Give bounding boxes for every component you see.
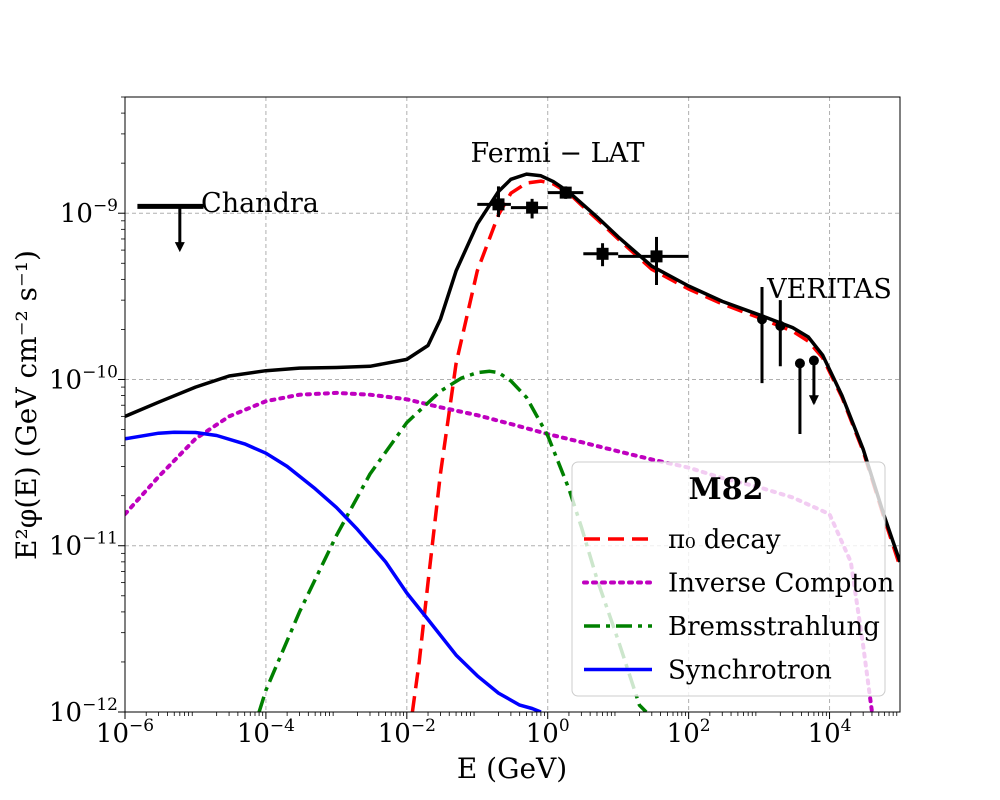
circle-marker	[794, 358, 805, 369]
x-tick-base: 10	[667, 719, 700, 749]
y-tick-base: 10	[49, 532, 82, 562]
y-tick-label: 10−9	[60, 196, 118, 229]
annotation-label: VERITAS	[766, 274, 892, 305]
y-tick-exponent: −9	[93, 196, 118, 216]
x-tick-exponent: −2	[411, 716, 436, 736]
y-tick-exponent: −11	[82, 529, 118, 549]
legend-label: Synchrotron	[668, 656, 832, 686]
x-tick-label: 10−2	[378, 716, 436, 749]
square-marker	[492, 198, 505, 211]
veritas-data-point	[775, 300, 786, 367]
circle-marker	[808, 355, 819, 366]
legend-title: M82	[689, 472, 764, 507]
legend-label: Bremsstrahlung	[668, 612, 880, 642]
veritas-data-point	[794, 358, 805, 434]
legend-label: π₀ decay	[668, 525, 781, 555]
x-tick-exponent: −6	[129, 716, 154, 736]
x-tick-label: 10−4	[237, 716, 295, 749]
x-axis-title: E (GeV)	[457, 752, 567, 785]
x-tick-exponent: 2	[700, 716, 711, 736]
x-tick-exponent: −4	[270, 716, 295, 736]
circle-marker	[775, 320, 786, 331]
y-tick-label: 10−12	[49, 695, 118, 728]
measurement-points	[137, 186, 819, 434]
x-tick-label: 102	[667, 716, 711, 749]
veritas-data-point	[757, 286, 768, 384]
series-line--decay	[410, 179, 900, 712]
fermi-data-point	[547, 186, 584, 199]
annotation-label: Chandra	[201, 188, 319, 219]
chandra-upper-limit	[137, 203, 204, 253]
x-tick-exponent: 4	[841, 716, 852, 736]
series-line-total	[125, 172, 900, 563]
square-marker	[650, 250, 663, 263]
x-tick-base: 10	[378, 719, 411, 749]
x-tick-base: 10	[96, 719, 129, 749]
x-tick-label: 100	[526, 716, 570, 749]
x-tick-base: 10	[237, 719, 270, 749]
annotations: Chandra Fermi − LAT VERITAS	[201, 138, 892, 305]
circle-marker	[757, 314, 768, 325]
x-tick-base: 10	[526, 719, 559, 749]
fermi-data-point	[510, 198, 548, 219]
y-tick-label: 10−11	[49, 529, 118, 562]
fermi-data-point	[618, 236, 689, 286]
fermi-data-point	[583, 243, 619, 267]
y-tick-label: 10−10	[49, 362, 118, 395]
fermi-data-point	[477, 186, 511, 217]
y-axis-title: E²φ(E) (GeV cm⁻² s⁻¹)	[10, 250, 43, 560]
limit-arrowhead	[174, 242, 185, 253]
y-tick-base: 10	[49, 365, 82, 395]
x-tick-base: 10	[808, 719, 841, 749]
square-marker	[526, 201, 539, 214]
y-tick-base: 10	[60, 199, 93, 229]
x-tick-label: 10−6	[96, 716, 154, 749]
veritas-data-point	[808, 355, 819, 406]
upper-limit-arrowhead	[808, 395, 819, 406]
y-tick-base: 10	[49, 698, 82, 728]
x-tick-exponent: 0	[559, 716, 570, 736]
square-marker	[596, 247, 609, 260]
y-tick-exponent: −12	[82, 695, 118, 715]
legend: M82 π₀ decay Inverse Compton Bremsstrahlung…	[571, 461, 894, 697]
legend-label: Inverse Compton	[668, 569, 894, 599]
y-tick-exponent: −10	[82, 362, 118, 382]
series-line-synchrotron	[125, 430, 542, 712]
annotation-label: Fermi − LAT	[470, 138, 644, 169]
plot-frame	[124, 96, 901, 713]
legend-box	[571, 461, 886, 697]
square-marker	[559, 186, 572, 199]
x-tick-label: 104	[808, 716, 852, 749]
